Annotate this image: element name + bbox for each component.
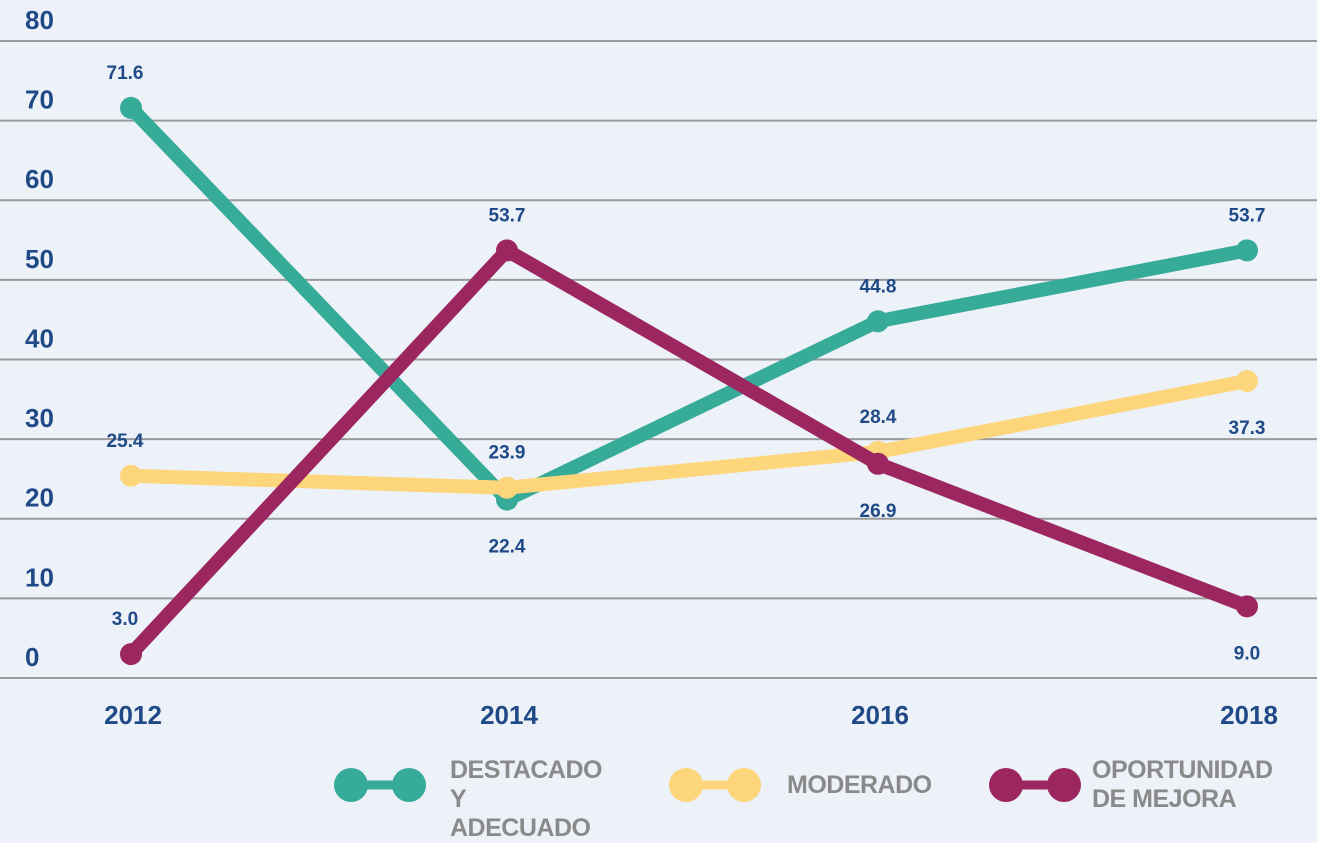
page: {"chart_data": {"type": "line", "categor…: [0, 4, 1317, 842]
legend-label: MODERADO: [787, 771, 932, 799]
data-label: 9.0: [1234, 643, 1260, 664]
data-point: [496, 239, 518, 262]
data-point: [496, 476, 518, 499]
y-tick-label: 50: [25, 244, 54, 274]
data-label: 53.7: [1229, 205, 1266, 226]
data-label: 71.6: [107, 63, 144, 84]
data-point: [867, 310, 889, 333]
series-line: [125, 243, 1250, 659]
y-tick-label: 0: [25, 642, 39, 672]
series-line: [125, 103, 1249, 507]
data-label: 22.4: [489, 537, 526, 558]
x-tick-label: 2018: [1220, 700, 1278, 730]
data-label: 25.4: [107, 431, 144, 452]
data-label: 37.3: [1229, 418, 1266, 439]
data-label: 44.8: [860, 276, 897, 297]
data-point: [1236, 595, 1258, 618]
y-tick-label: 70: [25, 85, 54, 115]
legend-marker: [669, 768, 703, 802]
series-line: [130, 374, 1249, 495]
y-tick-label: 60: [25, 164, 54, 194]
legend-marker: [989, 768, 1023, 802]
x-tick-label: 2014: [480, 700, 538, 730]
y-tick-label: 20: [25, 483, 54, 513]
chart: 0 10 20 30 40 50 60 70 80 2012 2014 2016 2018 71.6 22.…: [0, 5, 1317, 802]
y-tick-label: 10: [25, 562, 54, 592]
data-label: 53.7: [489, 205, 526, 226]
y-tick-label: 30: [25, 403, 54, 433]
legend-marker: [1047, 768, 1081, 802]
y-tick-label: 40: [25, 323, 54, 353]
data-point: [1236, 369, 1258, 392]
data-label: 23.9: [489, 443, 526, 464]
legend-label: OPORTUNIDAD DE MEJORA: [1092, 756, 1273, 813]
data-point: [120, 643, 142, 666]
x-tick-label: 2012: [104, 700, 162, 730]
data-point: [120, 96, 142, 119]
data-point: [120, 464, 142, 487]
y-tick-label: 80: [25, 5, 54, 35]
legend-marker: [727, 768, 761, 802]
data-label: 28.4: [860, 407, 897, 428]
data-label: 3.0: [112, 609, 138, 630]
legend-label: DESTACADO Y ADECUADO: [450, 756, 602, 842]
legend-marker: [392, 768, 426, 802]
data-point: [867, 452, 889, 475]
legend-marker: [334, 768, 368, 802]
data-label: 26.9: [860, 501, 897, 522]
data-point: [1236, 239, 1258, 262]
x-tick-label: 2016: [851, 700, 909, 730]
